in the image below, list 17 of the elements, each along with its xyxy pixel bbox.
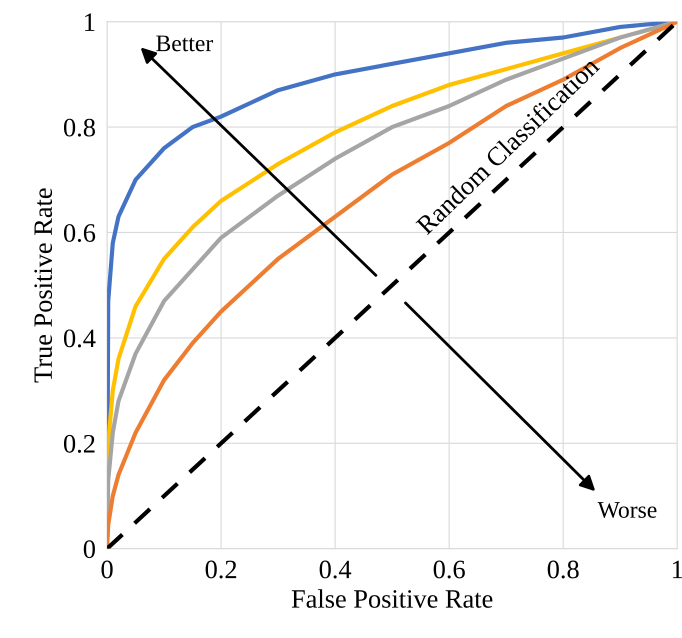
x-tick-label: 0.8 [548, 560, 579, 578]
annotation: Better [156, 36, 214, 52]
x-tick-label: 1 [672, 560, 682, 578]
y-tick-label: 0.2 [64, 434, 95, 453]
x-tick-label: 0 [101, 560, 113, 578]
y-tick-label: 0.6 [64, 224, 96, 242]
x-tick-label: 0.6 [434, 560, 465, 578]
y-tick-label: 0.4 [64, 329, 96, 348]
x-tick-label: 0.2 [206, 560, 236, 578]
x-tick-label: 0.4 [320, 560, 352, 578]
y-axis-title: True Positive Rate [34, 188, 52, 382]
line-series [107, 22, 678, 549]
x-axis-title: False Positive Rate [292, 589, 492, 608]
y-tick-label: 0.8 [64, 118, 95, 137]
y-tick-label: 1 [85, 13, 94, 31]
annotation: Worse [598, 502, 656, 518]
y-tick-label: 0 [84, 540, 95, 558]
